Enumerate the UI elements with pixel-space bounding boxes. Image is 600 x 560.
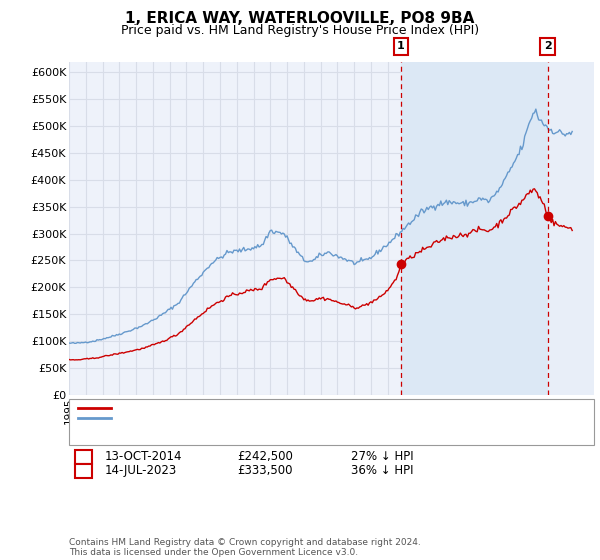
Text: 13-OCT-2014: 13-OCT-2014: [105, 450, 182, 463]
Text: 2: 2: [80, 465, 87, 475]
Text: 1: 1: [397, 41, 405, 52]
Text: £333,500: £333,500: [237, 464, 293, 477]
Text: 1, ERICA WAY, WATERLOOVILLE, PO8 9BA: 1, ERICA WAY, WATERLOOVILLE, PO8 9BA: [125, 11, 475, 26]
Text: 2: 2: [544, 41, 551, 52]
Text: £242,500: £242,500: [237, 450, 293, 463]
Text: 14-JUL-2023: 14-JUL-2023: [105, 464, 177, 477]
Text: HPI: Average price, detached house, Havant: HPI: Average price, detached house, Hava…: [117, 413, 347, 423]
Bar: [548, 62, 594, 395]
Text: 1, ERICA WAY, WATERLOOVILLE, PO8 9BA (detached house): 1, ERICA WAY, WATERLOOVILLE, PO8 9BA (de…: [117, 403, 426, 413]
Text: Price paid vs. HM Land Registry's House Price Index (HPI): Price paid vs. HM Land Registry's House …: [121, 24, 479, 36]
Text: 1: 1: [80, 451, 87, 461]
Bar: [401, 62, 548, 395]
Text: Contains HM Land Registry data © Crown copyright and database right 2024.
This d: Contains HM Land Registry data © Crown c…: [69, 538, 421, 557]
Text: 27% ↓ HPI: 27% ↓ HPI: [351, 450, 413, 463]
Text: 36% ↓ HPI: 36% ↓ HPI: [351, 464, 413, 477]
